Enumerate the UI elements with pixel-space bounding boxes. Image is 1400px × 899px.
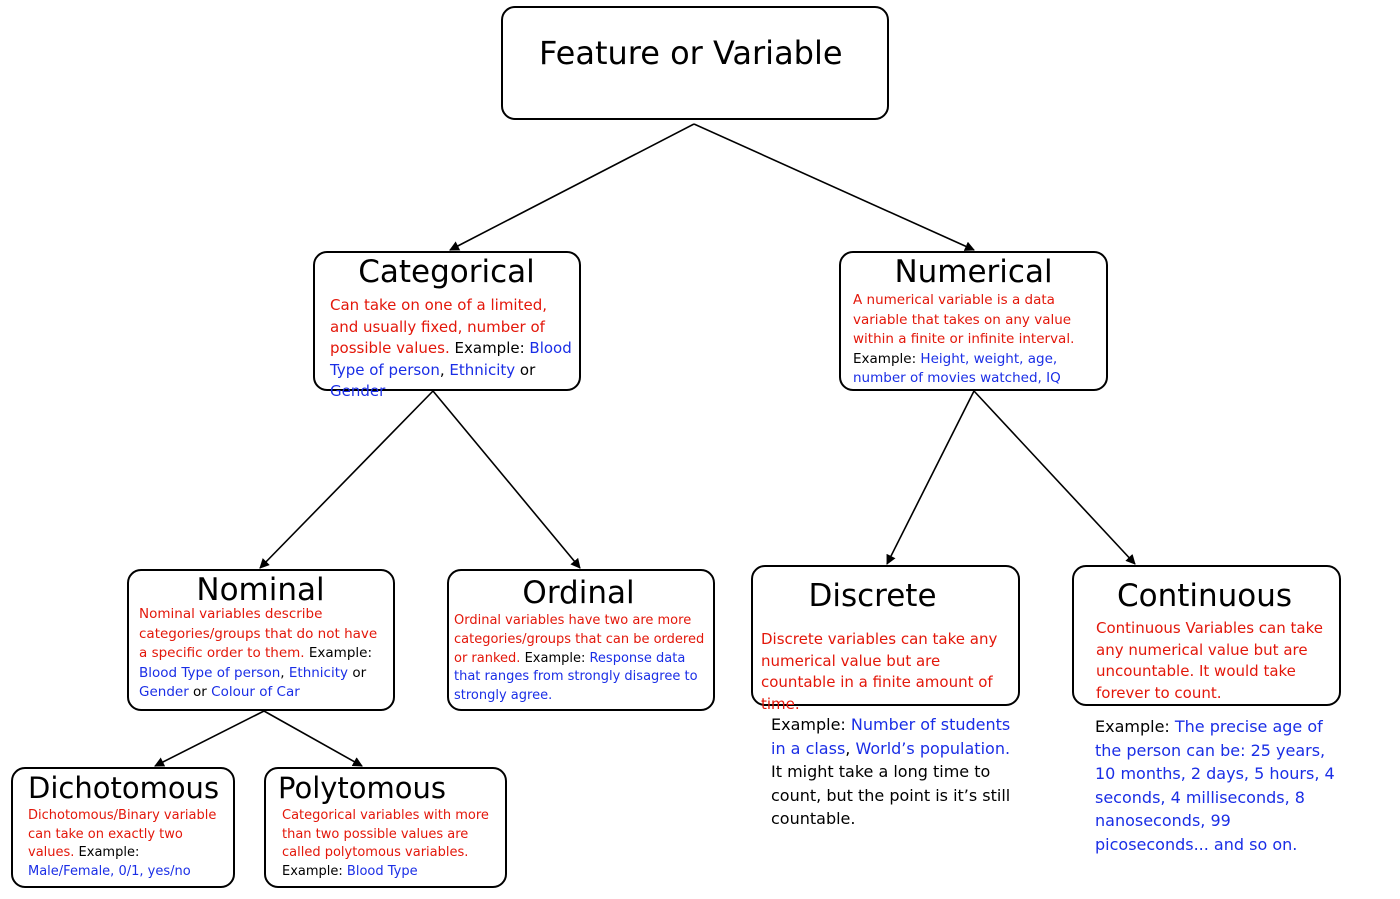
nominal-sep-3: or [188,684,212,701]
categorical-sep-2: or [515,360,536,379]
nominal-sep-2: or [348,664,367,681]
polytomous-example-label: Example: [282,863,347,879]
nominal-example-label: Example: [304,645,373,662]
continuous-definition: Continuous Variables can take any numeri… [1096,619,1323,702]
ordinal-node: Ordinal Ordinal variables have two are m… [447,569,715,711]
discrete-example-1: Number of students in a class [771,715,1011,758]
categorical-node: Categorical Can take on one of a limited… [313,251,581,400]
ordinal-example-label: Example: [520,650,590,666]
numerical-example-label: Example: [853,350,921,367]
edge-numerical-discrete [886,390,975,565]
categorical-sep-1: , [439,360,450,379]
nominal-sep-1: , [280,664,289,681]
dichotomous-example-label: Example: [74,845,140,861]
edge-numerical-continuous [973,390,1136,565]
discrete-node: Discrete Discrete variables can take any… [751,565,1020,713]
edge-categorical-nominal [259,390,434,569]
discrete-definition: Discrete variables can take any numerica… [761,630,998,713]
dichotomous-title: Dichotomous [28,771,220,805]
categorical-example-label: Example: [449,339,530,357]
continuous-example-label: Example: [1095,717,1175,736]
nominal-title: Nominal [196,572,325,608]
nominal-example-3: Gender [139,684,189,701]
edge-root-categorical [449,123,695,251]
discrete-title: Discrete [808,578,937,614]
numerical-examples: Height, weight, age, number of movies wa… [853,350,1061,387]
categorical-definition: Can take on one of a limited, and usuall… [330,296,547,357]
ordinal-title: Ordinal [522,575,635,611]
nominal-definition: Nominal variables describe categories/gr… [139,606,378,662]
continuous-examples: The precise age of the person can be: 25… [1095,717,1335,854]
categorical-example-1: Blood Type of person [330,339,572,379]
edge-nominal-polytomous [263,710,363,767]
nominal-description: Nominal variables describe categories/gr… [139,605,388,703]
categorical-example-2: Ethnicity [449,360,516,379]
polytomous-examples: Blood Type [346,863,418,879]
continuous-node: Continuous Continuous Variables can take… [1072,565,1341,706]
edge-nominal-dichotomous [154,710,265,767]
categorical-description: Can take on one of a limited, and usuall… [330,295,573,403]
continuous-example: Example: The precise age of the person c… [1095,715,1335,856]
discrete-example-2: World’s population. [855,738,1011,758]
dichotomous-examples: Male/Female, 0/1, yes/no [28,863,191,879]
root-node: Feature or Variable [501,6,889,120]
ordinal-examples: Response data that ranges from strongly … [454,650,698,704]
categorical-title: Categorical [358,254,535,290]
numerical-node: Numerical A numerical variable is a data… [839,251,1108,391]
discrete-example: Example: Number of students in a class, … [771,713,1011,831]
polytomous-definition: Categorical variables with more than two… [282,808,489,861]
ordinal-definition: Ordinal variables have two are more cate… [454,613,705,666]
polytomous-title: Polytomous [278,771,447,805]
continuous-title: Continuous [1116,578,1293,614]
edge-root-numerical [693,123,975,251]
categorical-example-3: Gender [330,382,386,400]
discrete-note: It might take a long time to count, but … [771,762,1011,828]
numerical-title: Numerical [894,254,1053,290]
nominal-node: Nominal Nominal variables describe categ… [127,569,395,711]
root-title: Feature or Variable [539,34,843,72]
dichotomous-description: Dichotomous/Binary variable can take on … [28,807,229,881]
nominal-example-1: Blood Type of person [139,664,281,681]
polytomous-description: Categorical variables with more than two… [282,807,501,881]
nominal-example-2: Ethnicity [288,664,349,681]
numerical-definition: A numerical variable is a data variable … [853,292,1075,348]
edge-categorical-ordinal [432,390,581,569]
dichotomous-definition: Dichotomous/Binary variable can take on … [28,808,217,861]
numerical-description: A numerical variable is a data variable … [853,291,1100,389]
polytomous-node: Polytomous Categorical variables with mo… [264,767,507,888]
ordinal-description: Ordinal variables have two are more cate… [454,612,709,706]
nominal-example-4: Colour of Car [211,684,300,701]
discrete-example-label: Example: [771,715,851,734]
dichotomous-node: Dichotomous Dichotomous/Binary variable … [11,767,235,888]
discrete-sep-1: , [845,738,856,758]
